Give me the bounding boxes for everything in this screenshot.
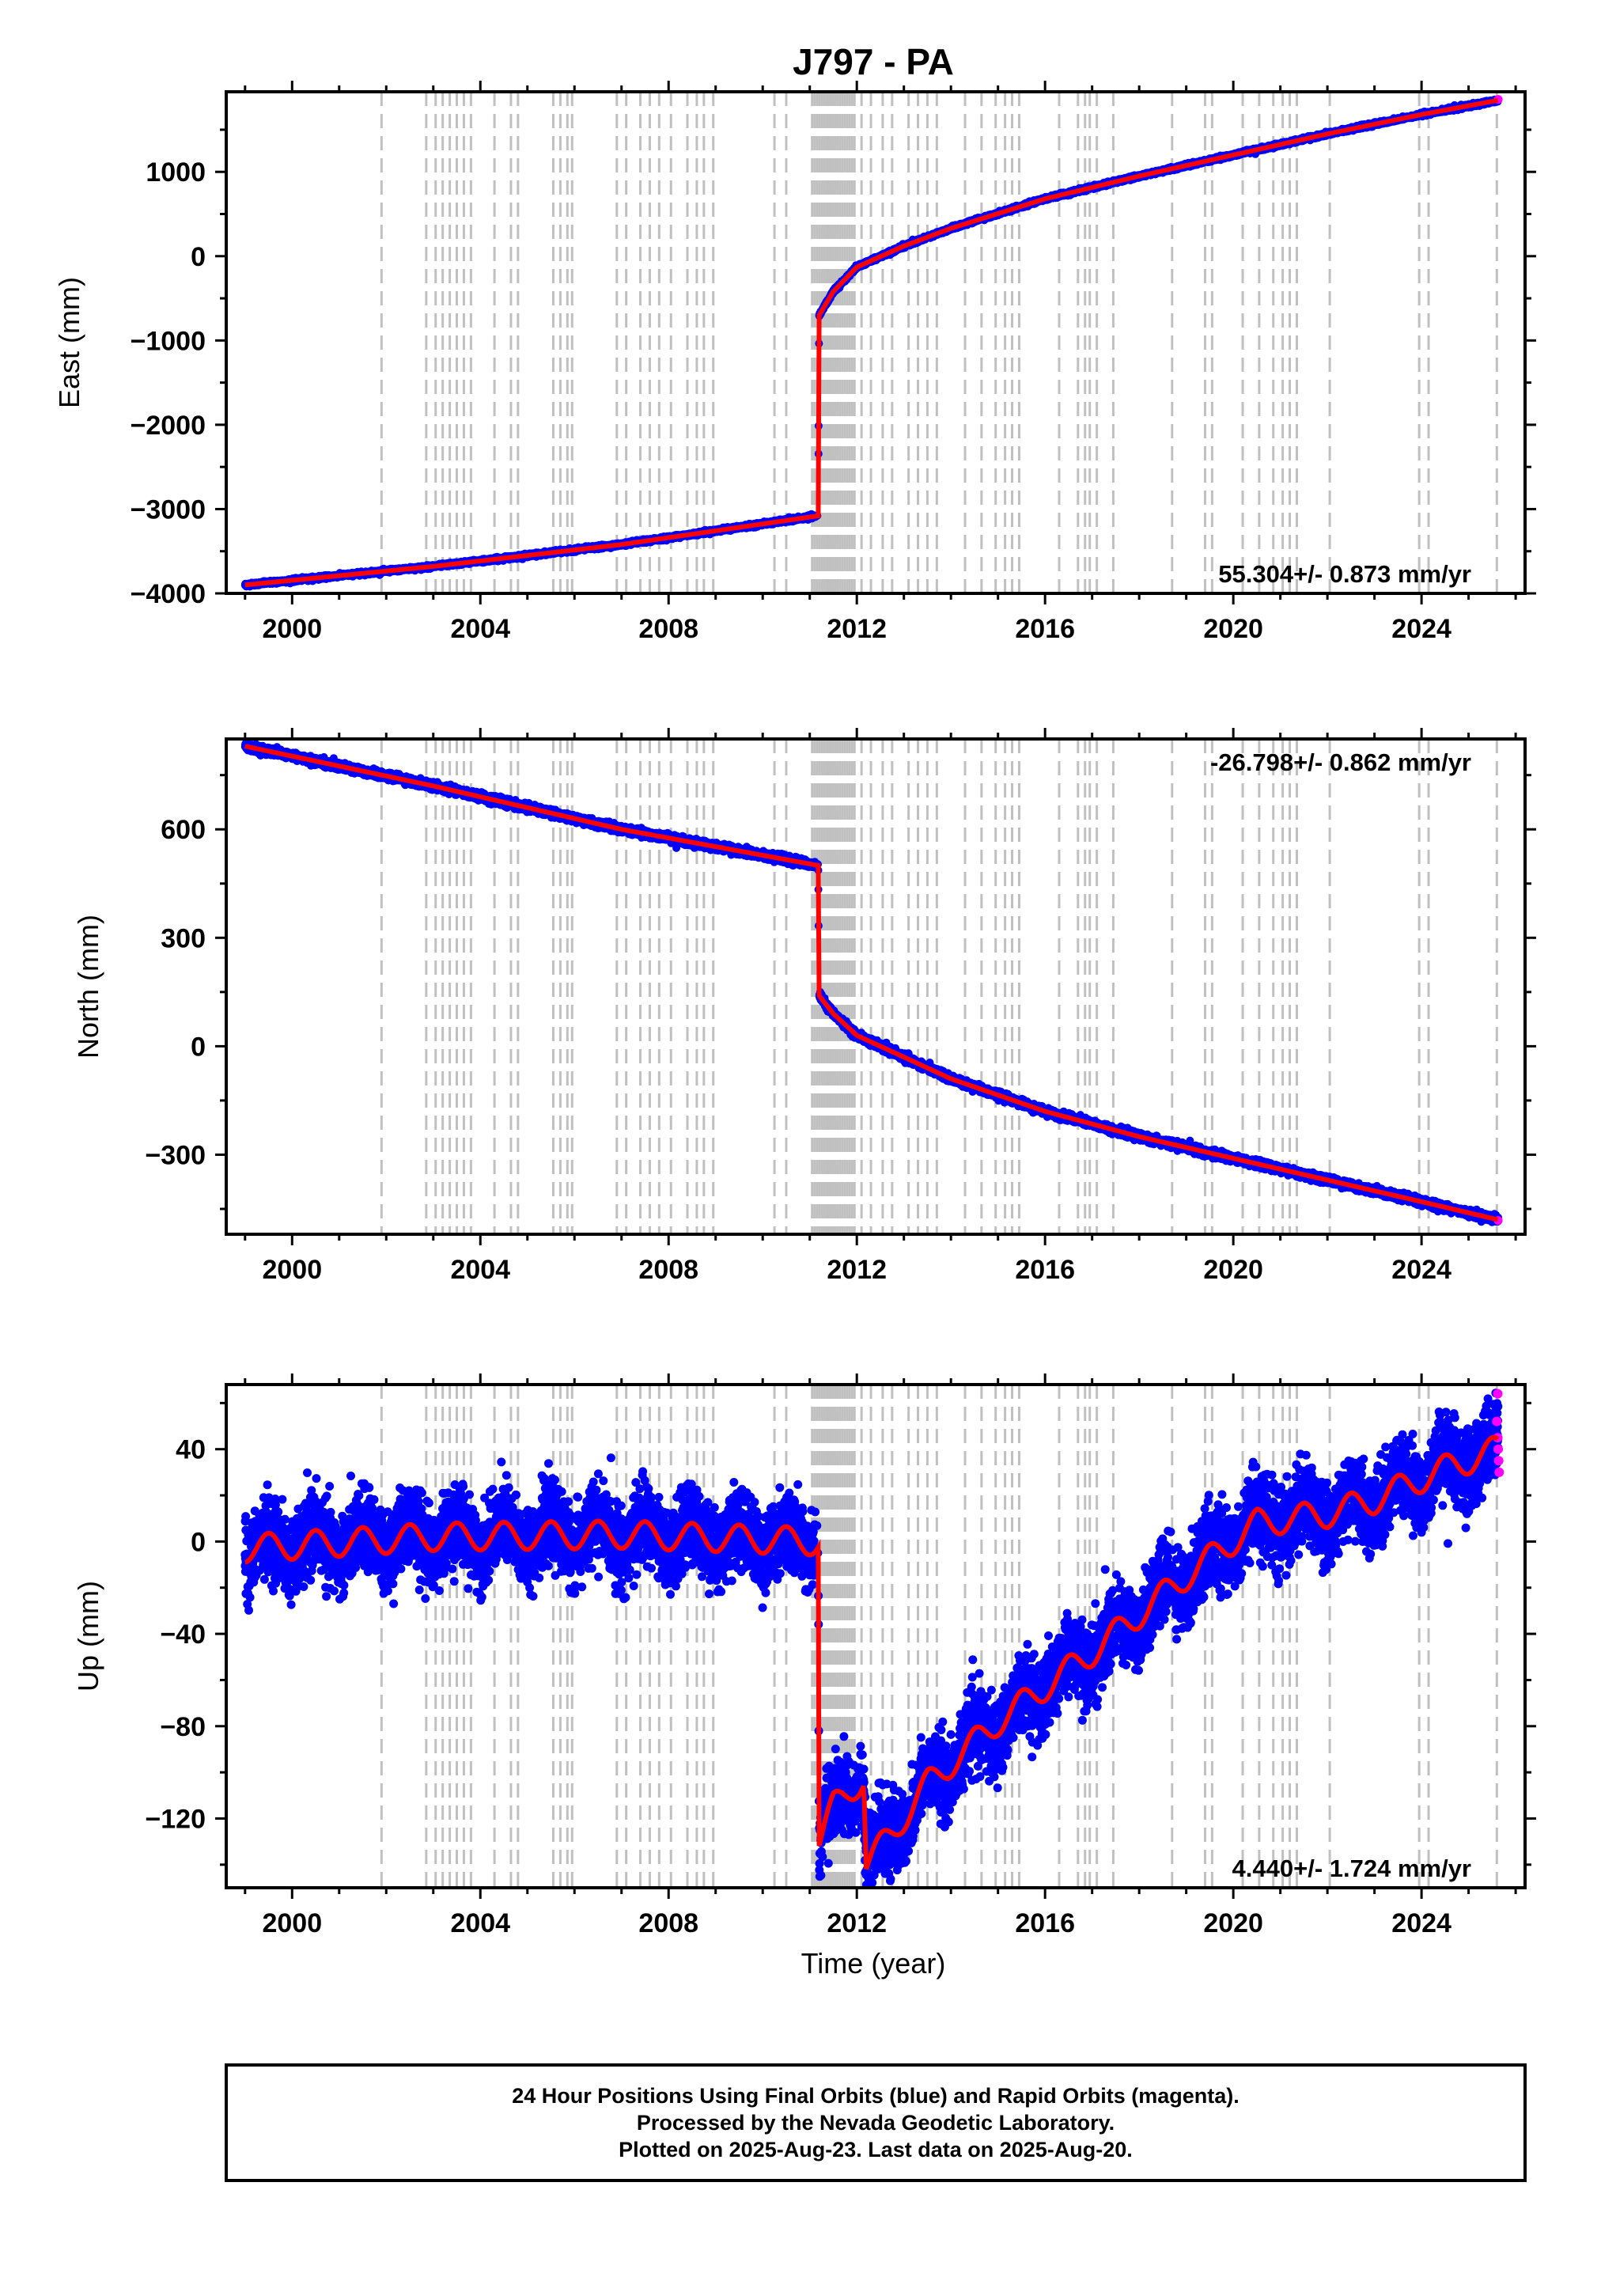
- chart-title: J797 - PA: [793, 41, 954, 82]
- event-lines: [380, 92, 1498, 593]
- east-panel: 2000 2004 2008 2012 2016 2020 2024−4000−3000−2…: [53, 81, 1536, 644]
